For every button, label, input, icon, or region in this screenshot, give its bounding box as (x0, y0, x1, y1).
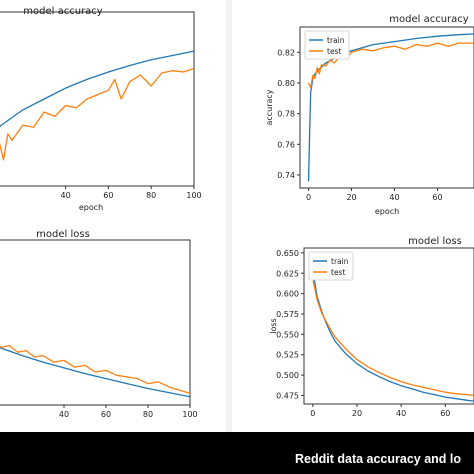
series-line-train (312, 270, 474, 402)
chart-title: model loss (408, 236, 462, 247)
x-tick-label: 60 (101, 410, 111, 419)
x-tick-label: 40 (61, 191, 71, 200)
series-line-test (0, 67, 194, 161)
y-axis-label: loss (269, 318, 278, 333)
series-line-train (0, 346, 190, 398)
x-tick-label: 60 (432, 193, 442, 202)
series-line-test (312, 278, 474, 397)
series-line-test (0, 344, 190, 395)
chart-title: model accuracy (23, 6, 103, 17)
y-tick-label: 0.625 (276, 269, 299, 278)
y-axis-label: accuracy (265, 89, 274, 125)
x-tick-label: 60 (440, 409, 450, 418)
x-tick-label: 0 (310, 409, 315, 418)
y-tick-label: 0.80 (277, 79, 295, 88)
y-tick-label: 0.550 (276, 330, 299, 339)
x-tick-label: 20 (346, 193, 356, 202)
y-tick-label: 0.525 (276, 351, 299, 360)
x-tick-label: 40 (396, 409, 406, 418)
x-tick-label: 80 (143, 410, 153, 419)
chart-left-accuracy: model accuracy 40 60 80 100 epoch (0, 6, 202, 212)
y-tick-label: 0.78 (277, 110, 295, 119)
x-tick-label: 100 (186, 191, 201, 200)
x-axis-label: epoch (79, 203, 103, 212)
x-tick-label: 60 (103, 191, 113, 200)
y-tick-label: 0.76 (277, 140, 295, 149)
y-tick-label: 0.82 (277, 48, 295, 57)
chart-right-accuracy: model accuracy 0 20 40 60 0.74 0.76 0.78 0.80 0.8… (265, 14, 474, 216)
y-tick-label: 0.650 (276, 249, 299, 258)
legend: train test (308, 251, 354, 281)
axes-frame (299, 26, 474, 189)
series-group (312, 270, 474, 402)
x-tick-label: 20 (352, 409, 362, 418)
axes-frame (0, 239, 191, 406)
series-line-train (0, 50, 194, 128)
series-line-test (308, 42, 474, 89)
y-tick-label: 0.600 (276, 290, 299, 299)
x-axis-label: epoch (375, 207, 399, 216)
series-group (0, 344, 190, 398)
legend-box (304, 30, 350, 60)
series-group (0, 50, 194, 161)
legend-label-test: test (327, 47, 341, 56)
x-tick-label: 80 (146, 191, 156, 200)
chart-left-loss: model loss 40 60 80 100 (0, 229, 198, 419)
x-tick-label: 40 (389, 193, 399, 202)
chart-title: model accuracy (389, 14, 469, 25)
panel-divider-vertical (226, 0, 232, 432)
axes-frame (0, 11, 195, 187)
legend-label-test: test (331, 268, 345, 277)
chart-title: model loss (36, 229, 90, 240)
x-tick-label: 40 (59, 410, 69, 419)
legend-label-train: train (331, 257, 349, 266)
caption: Reddit data accuracy and lo (295, 452, 462, 466)
legend-label-train: train (327, 36, 345, 45)
axes-frame (303, 247, 474, 405)
y-tick-label: 0.500 (276, 371, 299, 380)
x-tick-label: 0 (306, 193, 311, 202)
y-tick-label: 0.575 (276, 310, 299, 319)
x-tick-label: 100 (182, 410, 197, 419)
legend: train test (304, 30, 350, 60)
chart-right-loss: model loss 0 20 40 60 0.475 0.500 0.525 0.550 0.5… (269, 236, 474, 418)
caption-bar (0, 432, 474, 474)
y-tick-label: 0.475 (276, 391, 299, 400)
legend-box (308, 251, 354, 281)
y-tick-label: 0.74 (277, 171, 295, 180)
